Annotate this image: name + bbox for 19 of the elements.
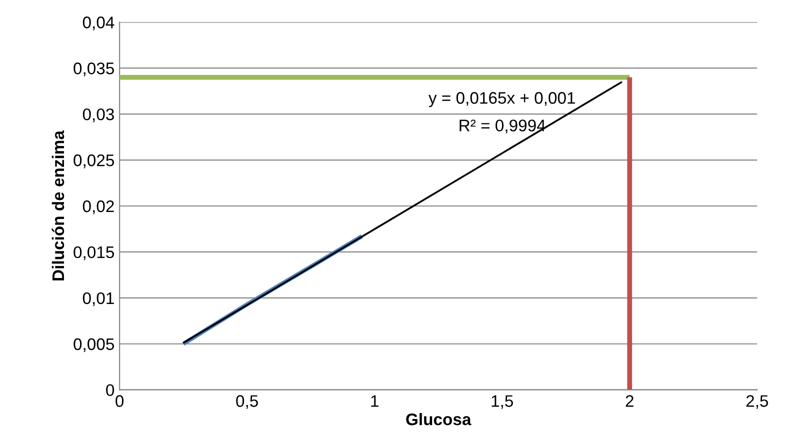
y-tick-label: 0,025 (74, 154, 114, 168)
y-tick-label: 0,02 (82, 200, 114, 214)
y-axis-title: Dilución de enzima (52, 130, 64, 280)
y-tick-label: 0,01 (82, 292, 114, 306)
annotation: y = 0,0165x + 0,001 (428, 92, 575, 108)
y-tick-label: 0,005 (74, 338, 114, 352)
y-tick-label: 0,015 (74, 246, 114, 260)
x-tick-label: 1,5 (492, 395, 513, 409)
x-tick-label: 2,5 (746, 395, 768, 409)
y-tick-label: 0,035 (74, 62, 114, 76)
y-tick-label: 0 (106, 384, 114, 396)
x-tick-label: 0 (116, 395, 124, 407)
annotation: R² = 0,9994 (460, 120, 546, 134)
x-tick-label: 1 (371, 395, 378, 407)
x-tick-label: 2 (626, 395, 634, 407)
x-tick-label: 0,5 (236, 395, 258, 409)
y-tick-label: 0,03 (82, 108, 114, 122)
y-tick-label: 0,04 (82, 16, 114, 30)
x-axis-title: Glucosa (406, 413, 472, 426)
